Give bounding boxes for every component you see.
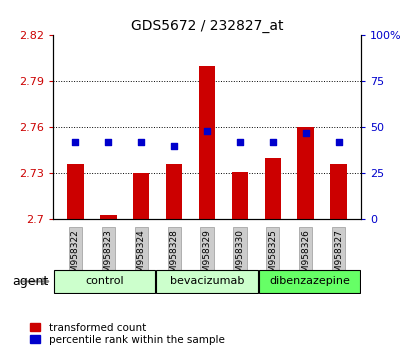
Bar [100, 215, 116, 219]
Point [105, 139, 111, 145]
Text: bevacizumab: bevacizumab [169, 276, 244, 286]
Bar [67, 164, 83, 219]
Point [335, 139, 341, 145]
FancyBboxPatch shape [258, 270, 359, 292]
Bar [330, 164, 346, 219]
Title: GDS5672 / 232827_at: GDS5672 / 232827_at [130, 19, 283, 33]
Point [236, 139, 243, 145]
Bar [297, 127, 313, 219]
Text: agent: agent [12, 275, 48, 288]
Point [72, 139, 79, 145]
Point [171, 143, 177, 149]
Bar [198, 66, 215, 219]
Point [138, 139, 144, 145]
Bar [166, 164, 182, 219]
FancyBboxPatch shape [156, 270, 257, 292]
Point [269, 139, 275, 145]
Bar [133, 173, 149, 219]
Point [203, 128, 210, 134]
Bar [264, 158, 280, 219]
FancyBboxPatch shape [54, 270, 155, 292]
Text: dibenzazepine: dibenzazepine [268, 276, 349, 286]
Point [302, 130, 308, 136]
Text: control: control [85, 276, 124, 286]
Legend: transformed count, percentile rank within the sample: transformed count, percentile rank withi… [26, 318, 228, 349]
Bar [231, 172, 247, 219]
